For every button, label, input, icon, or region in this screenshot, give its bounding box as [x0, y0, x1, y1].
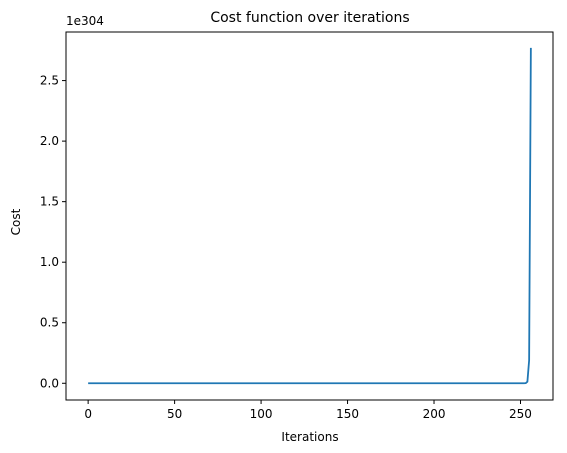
- y-tick-label: 1.0: [40, 255, 59, 269]
- y-offset-label: 1e304: [66, 14, 104, 28]
- y-axis-label: Cost: [9, 208, 23, 235]
- x-tick-label: 150: [336, 407, 359, 421]
- x-tick-group: 0 50 100 150 200 250: [84, 400, 532, 421]
- y-tick-label: 0.0: [40, 376, 59, 390]
- y-tick-label: 1.5: [40, 195, 59, 209]
- x-tick-label: 100: [250, 407, 273, 421]
- x-tick-label: 250: [509, 407, 532, 421]
- x-tick-label: 200: [423, 407, 446, 421]
- chart-title: Cost function over iterations: [210, 10, 409, 26]
- y-tick-label: 0.5: [40, 316, 59, 330]
- series-layer: [88, 47, 532, 385]
- x-axis-label: Iterations: [281, 430, 338, 444]
- x-tick-label: 50: [167, 407, 182, 421]
- plot-area-frame: [65, 31, 554, 401]
- y-tick-group: 0.0 0.5 1.0 1.5 2.0 2.5: [40, 74, 66, 390]
- y-tick-label: 2.0: [40, 134, 59, 148]
- y-tick-label: 2.5: [40, 74, 59, 88]
- cost-series-line: [88, 47, 532, 385]
- x-tick-label: 0: [84, 407, 92, 421]
